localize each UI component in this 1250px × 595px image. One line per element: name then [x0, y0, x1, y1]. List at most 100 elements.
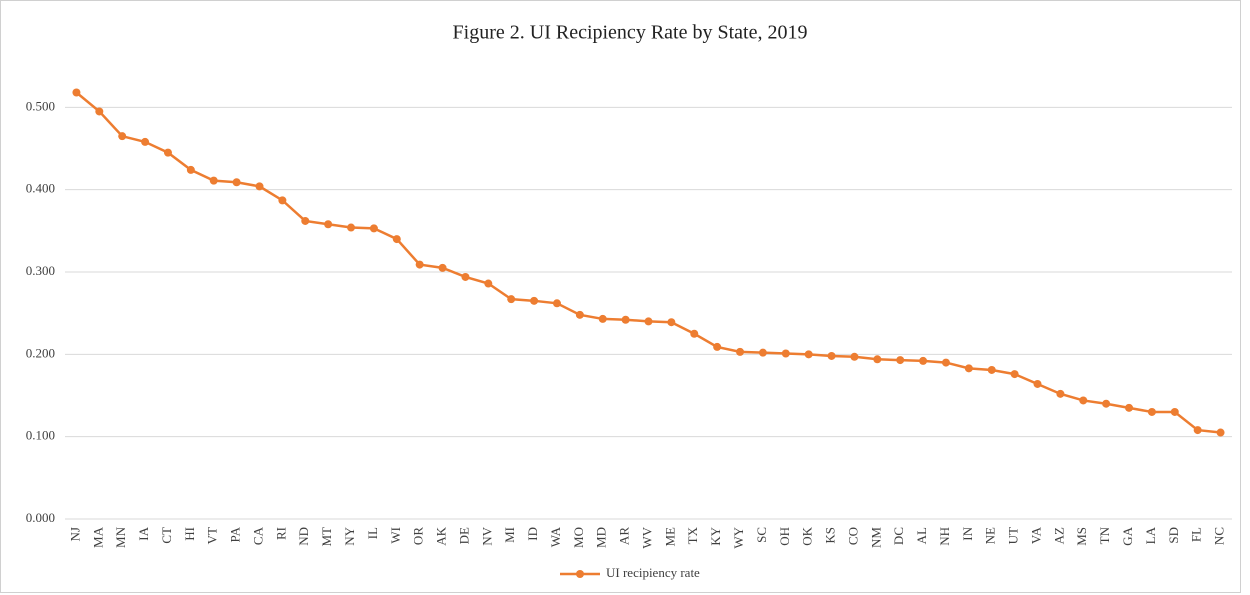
data-point [1193, 426, 1202, 435]
x-tick-label: NE [983, 527, 998, 544]
data-point [667, 318, 676, 327]
x-tick-label: IN [960, 526, 975, 540]
x-tick-label: MS [1074, 527, 1089, 546]
y-tick-label: 0.000 [26, 510, 55, 525]
data-point [919, 356, 928, 365]
data-point [736, 347, 745, 356]
data-point [232, 178, 241, 187]
x-tick-label: AR [617, 527, 632, 545]
data-point [163, 148, 172, 157]
x-tick-label: WI [388, 527, 403, 544]
x-tick-label: NM [868, 527, 883, 548]
data-point [72, 88, 81, 97]
data-point [461, 272, 470, 281]
data-point [186, 165, 195, 174]
data-point [644, 317, 653, 326]
data-point [415, 260, 424, 269]
x-tick-label: TN [1097, 526, 1112, 544]
x-tick-label: LA [1143, 526, 1158, 544]
data-point [1010, 370, 1019, 379]
data-point [1056, 389, 1065, 398]
y-tick-label: 0.100 [26, 428, 55, 443]
chart-title: Figure 2. UI Recipiency Rate by State, 2… [453, 22, 808, 44]
legend-marker [576, 570, 584, 578]
x-tick-label: SC [754, 527, 769, 543]
data-point [484, 279, 493, 288]
data-point [1102, 399, 1111, 408]
data-point [438, 263, 447, 272]
data-point [255, 182, 264, 191]
x-tick-label: SD [1166, 527, 1181, 544]
data-point [347, 223, 356, 232]
x-tick-label: CA [250, 526, 265, 545]
x-tick-label: NH [937, 527, 952, 546]
y-tick-label: 0.200 [26, 345, 55, 360]
data-point [850, 352, 859, 361]
x-tick-label: WV [639, 526, 654, 548]
data-point [827, 351, 836, 360]
data-point [964, 364, 973, 373]
data-point [507, 295, 516, 304]
data-point [713, 342, 722, 351]
data-point [1170, 407, 1179, 416]
data-point [690, 329, 699, 338]
x-tick-label: IL [365, 527, 380, 539]
data-point [621, 315, 630, 324]
x-tick-label: AZ [1051, 527, 1066, 544]
data-point [530, 296, 539, 305]
x-tick-label: RI [273, 527, 288, 540]
data-point [941, 358, 950, 367]
x-tick-label: WA [548, 526, 563, 547]
x-tick-label: FL [1189, 527, 1204, 542]
x-tick-label: WY [731, 526, 746, 548]
legend-label: UI recipiency rate [606, 565, 700, 580]
y-tick-label: 0.500 [26, 98, 55, 113]
x-tick-label: UT [1006, 527, 1021, 544]
x-tick-label: OR [411, 527, 426, 545]
x-tick-label: NC [1212, 527, 1227, 545]
x-tick-label: KS [823, 527, 838, 544]
data-point [781, 349, 790, 358]
data-point [552, 299, 561, 308]
data-point [896, 356, 905, 365]
data-point [804, 350, 813, 359]
x-tick-label: PA [228, 526, 243, 542]
x-tick-label: ME [662, 527, 677, 547]
data-point [873, 355, 882, 364]
x-tick-label: AL [914, 527, 929, 544]
x-tick-label: IA [136, 526, 151, 540]
data-point [118, 132, 127, 141]
x-tick-label: CO [845, 527, 860, 545]
data-point [369, 224, 378, 233]
data-point [278, 196, 287, 205]
x-tick-label: MT [319, 527, 334, 547]
x-tick-label: VA [1028, 526, 1043, 544]
data-point [1079, 396, 1088, 405]
data-point [1147, 407, 1156, 416]
x-tick-label: ID [525, 527, 540, 541]
data-point [95, 107, 104, 116]
x-tick-label: OK [800, 526, 815, 545]
x-tick-label: NJ [67, 527, 82, 541]
data-point [575, 310, 584, 319]
x-tick-label: ND [296, 527, 311, 546]
x-tick-label: HI [182, 527, 197, 541]
x-tick-label: GA [1120, 526, 1135, 545]
data-point [758, 348, 767, 357]
data-point [141, 137, 150, 146]
x-tick-label: MI [502, 527, 517, 543]
data-point [301, 216, 310, 225]
x-tick-label: DE [456, 527, 471, 544]
data-point [598, 314, 607, 323]
data-point [987, 365, 996, 374]
x-tick-label: OH [777, 527, 792, 546]
x-tick-label: NY [342, 526, 357, 545]
data-point [392, 235, 401, 244]
x-tick-label: MO [571, 527, 586, 548]
y-tick-label: 0.400 [26, 181, 55, 196]
x-tick-label: AK [434, 526, 449, 545]
x-tick-label: CT [159, 527, 174, 544]
data-point [1125, 403, 1134, 412]
x-tick-label: MA [90, 526, 105, 548]
